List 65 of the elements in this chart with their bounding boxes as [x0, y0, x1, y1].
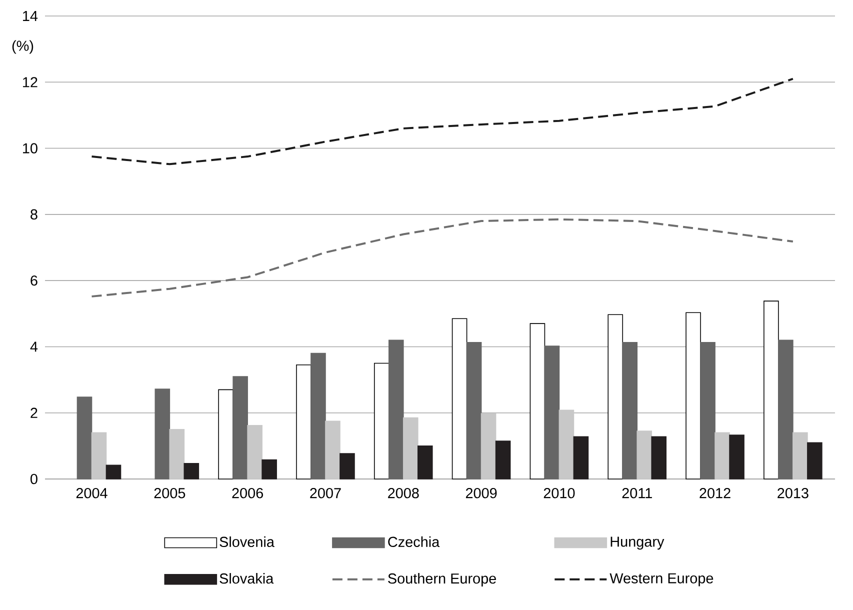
bar: [232, 376, 248, 480]
bar: [700, 342, 716, 480]
bar: [374, 362, 390, 480]
bar: [573, 436, 589, 480]
bar: [544, 346, 560, 480]
bar: [729, 434, 744, 480]
legend-label: Southern Europe: [388, 573, 496, 587]
bar: [91, 432, 107, 480]
bar: [388, 340, 404, 480]
bar: [686, 312, 701, 480]
bar: [417, 446, 433, 480]
bar: [764, 300, 779, 480]
y-tick-label: 8: [30, 209, 38, 220]
x-tick-label: 2006: [232, 488, 263, 498]
x-tick-label: 2004: [76, 488, 108, 498]
bar: [778, 340, 794, 480]
legend-label: Hungary: [610, 536, 664, 550]
bar: [622, 342, 638, 480]
legend-label: Czechia: [388, 536, 440, 548]
bar: [495, 440, 511, 480]
bar: [636, 430, 652, 480]
y-tick-label: 0: [30, 474, 38, 484]
y-axis-title: (%): [12, 40, 34, 54]
y-tick-label: 2: [30, 408, 38, 418]
y-tick-label: 12: [23, 77, 38, 88]
x-tick-label: 2005: [154, 488, 186, 498]
bar: [807, 442, 822, 480]
bar: [296, 364, 312, 480]
bar: [530, 323, 546, 480]
x-tick-label: 2009: [466, 488, 497, 498]
x-tick-label: 2010: [544, 488, 575, 498]
legend-label: Slovenia: [220, 536, 274, 548]
bar: [154, 388, 170, 480]
bar: [558, 410, 574, 480]
bar: [184, 463, 200, 480]
bar: [169, 428, 185, 480]
y-tick-label: 10: [23, 143, 38, 154]
bar: [466, 342, 482, 480]
bar: [651, 436, 667, 480]
bar: [340, 453, 355, 480]
bar: [310, 352, 326, 480]
bar: [325, 420, 340, 480]
x-tick-label: 2013: [778, 488, 808, 498]
bar: [247, 425, 262, 480]
bar: [452, 318, 468, 480]
bar: [262, 459, 277, 480]
legend-label: Western Europe: [610, 573, 714, 586]
bar: [792, 432, 808, 480]
x-tick-label: 2011: [622, 488, 652, 498]
x-tick-label: 2007: [310, 488, 341, 498]
bar: [76, 396, 92, 480]
legend-label: Slovakia: [220, 573, 274, 584]
bar: [608, 314, 624, 480]
bar: [402, 417, 418, 480]
bar: [218, 389, 234, 480]
y-tick-label: 6: [30, 275, 38, 286]
y-tick-label: 4: [30, 342, 38, 352]
bar: [714, 432, 730, 480]
line-series: [90, 78, 794, 166]
bar: [106, 464, 122, 480]
y-tick-label: 14: [23, 11, 38, 21]
line-series: [90, 218, 794, 298]
x-tick-label: 2012: [700, 488, 730, 498]
x-tick-label: 2008: [388, 488, 419, 498]
bar: [480, 413, 496, 480]
